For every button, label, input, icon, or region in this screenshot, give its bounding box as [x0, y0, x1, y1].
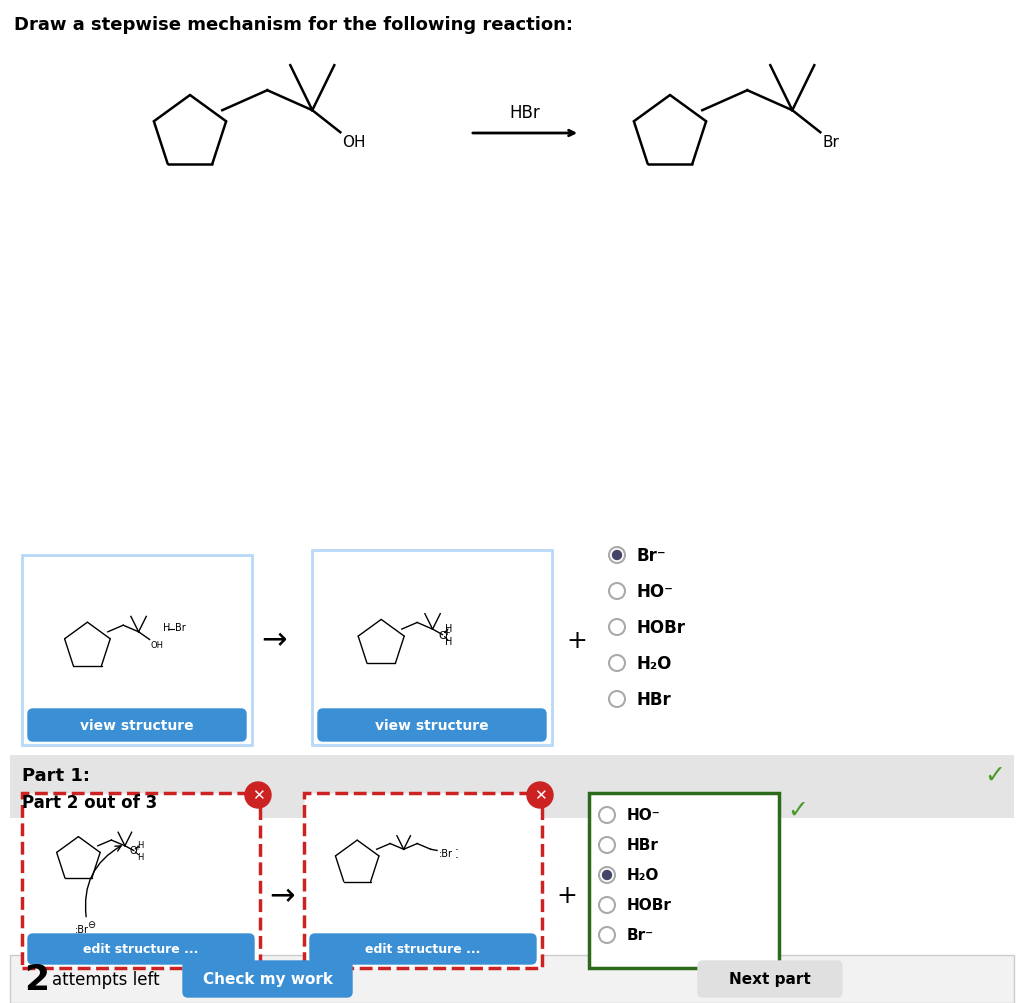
- Text: HBr: HBr: [637, 690, 672, 708]
- Text: H₂O: H₂O: [627, 868, 659, 883]
- Text: ✓: ✓: [787, 798, 808, 822]
- Bar: [10, 755, 1014, 795]
- Text: :Br: :Br: [75, 925, 88, 935]
- Text: H₂O: H₂O: [637, 654, 673, 672]
- Circle shape: [245, 782, 271, 808]
- Text: H: H: [137, 841, 143, 850]
- Text: +: +: [557, 884, 578, 908]
- Circle shape: [609, 548, 625, 564]
- Text: Next part: Next part: [729, 972, 811, 987]
- Text: H: H: [137, 852, 143, 861]
- Bar: [22, 556, 252, 745]
- Bar: [304, 793, 542, 968]
- Text: Br⁻: Br⁻: [637, 547, 667, 565]
- Bar: [10, 955, 1014, 1003]
- Text: ✕: ✕: [252, 787, 264, 802]
- Circle shape: [599, 807, 615, 823]
- Text: H: H: [445, 623, 453, 633]
- Circle shape: [602, 871, 611, 880]
- FancyBboxPatch shape: [310, 934, 536, 964]
- Bar: [589, 793, 779, 968]
- Circle shape: [612, 551, 622, 560]
- Circle shape: [599, 897, 615, 913]
- Text: HO⁻: HO⁻: [637, 583, 674, 601]
- Text: OH: OH: [151, 640, 163, 649]
- Circle shape: [609, 655, 625, 671]
- FancyBboxPatch shape: [183, 961, 352, 997]
- Text: H: H: [445, 637, 453, 647]
- Text: ·: ·: [455, 852, 459, 864]
- Text: O: O: [130, 846, 137, 856]
- Text: Br⁻: Br⁻: [627, 928, 654, 943]
- Text: Br: Br: [175, 623, 186, 633]
- Bar: [10, 818, 1014, 973]
- Text: OH: OH: [342, 135, 366, 150]
- Text: Br: Br: [822, 135, 840, 150]
- Circle shape: [599, 868, 615, 883]
- Circle shape: [609, 620, 625, 635]
- FancyBboxPatch shape: [318, 709, 546, 741]
- Text: →: →: [261, 626, 287, 655]
- Text: Part 2 out of 3: Part 2 out of 3: [22, 793, 158, 811]
- Text: ✕: ✕: [534, 787, 547, 802]
- Text: edit structure ...: edit structure ...: [83, 943, 199, 956]
- Text: Draw a stepwise mechanism for the following reaction:: Draw a stepwise mechanism for the follow…: [14, 16, 573, 34]
- Text: HOBr: HOBr: [627, 898, 672, 913]
- Text: edit structure ...: edit structure ...: [366, 943, 480, 956]
- Circle shape: [599, 838, 615, 854]
- FancyBboxPatch shape: [698, 961, 842, 997]
- Text: Part 1:: Part 1:: [22, 766, 90, 784]
- Circle shape: [609, 584, 625, 600]
- Text: HBr: HBr: [510, 104, 541, 122]
- Text: ✓: ✓: [984, 763, 1005, 787]
- Text: ⊖: ⊖: [87, 920, 95, 930]
- Text: view structure: view structure: [375, 718, 488, 732]
- FancyBboxPatch shape: [28, 709, 246, 741]
- Text: HBr: HBr: [627, 838, 658, 853]
- Circle shape: [599, 927, 615, 943]
- Text: +: +: [566, 628, 588, 652]
- Text: attempts left: attempts left: [52, 970, 160, 988]
- Text: view structure: view structure: [80, 718, 194, 732]
- Text: HO⁻: HO⁻: [627, 807, 660, 822]
- FancyBboxPatch shape: [28, 934, 254, 964]
- Text: Check my work: Check my work: [203, 972, 333, 987]
- Circle shape: [527, 782, 553, 808]
- Text: +: +: [134, 845, 140, 851]
- Text: ·: ·: [455, 844, 459, 857]
- Text: H: H: [164, 623, 171, 633]
- Bar: [10, 786, 1014, 818]
- Text: O: O: [438, 630, 446, 640]
- Bar: [22, 793, 260, 968]
- Bar: [312, 551, 552, 745]
- Circle shape: [609, 691, 625, 707]
- Text: HOBr: HOBr: [637, 619, 686, 636]
- Text: :Br: :Br: [439, 849, 453, 859]
- Text: →: →: [269, 881, 295, 910]
- Text: +: +: [443, 627, 451, 636]
- Text: 2: 2: [24, 962, 49, 996]
